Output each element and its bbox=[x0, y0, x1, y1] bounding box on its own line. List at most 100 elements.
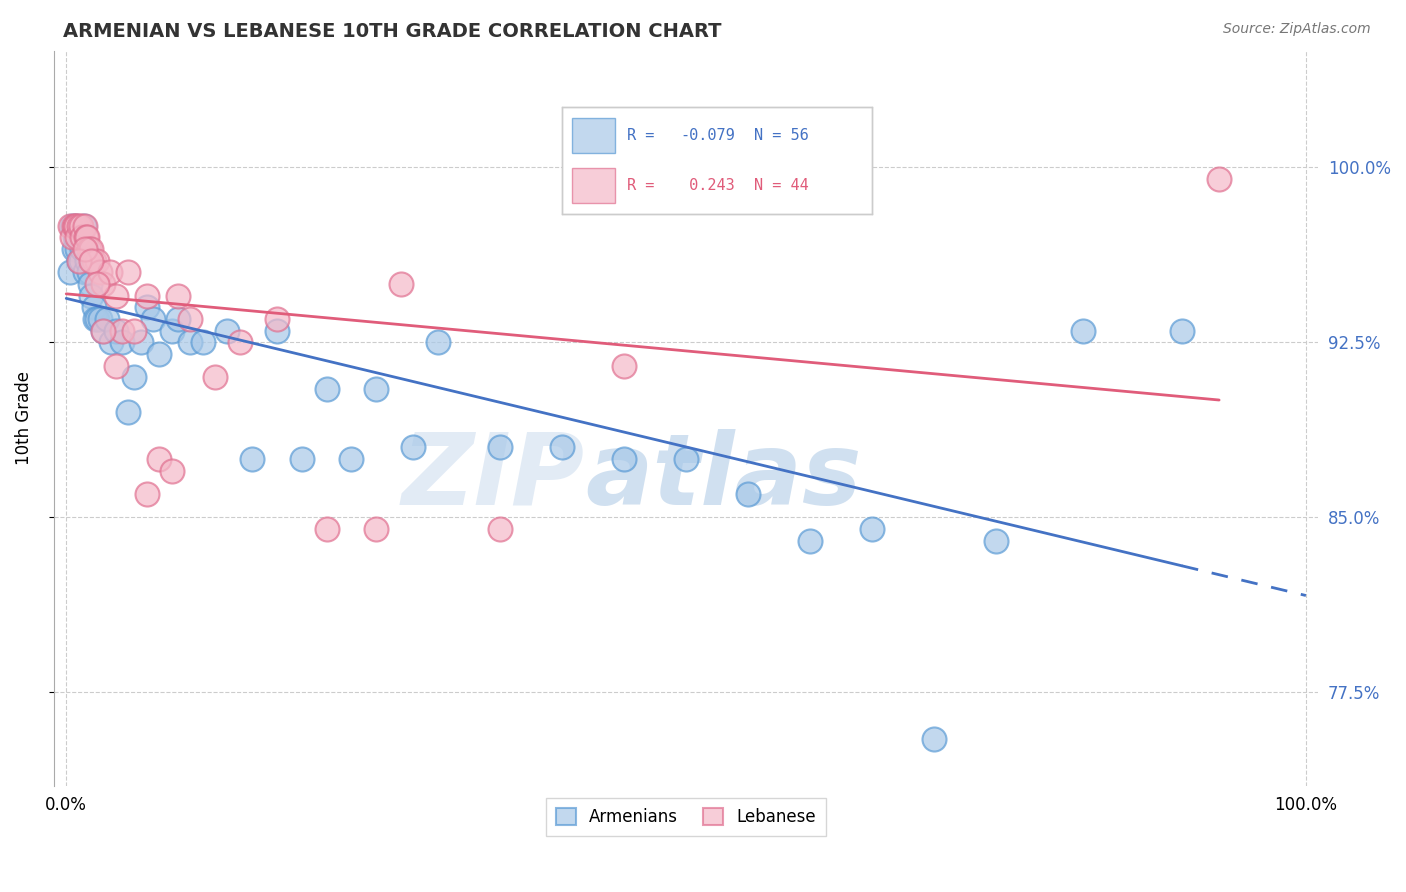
Point bbox=[72, 242, 94, 256]
Point bbox=[93, 324, 115, 338]
Text: 0.243: 0.243 bbox=[681, 178, 735, 194]
Point bbox=[93, 324, 115, 338]
Point bbox=[70, 219, 93, 233]
Point bbox=[489, 441, 512, 455]
Point bbox=[79, 277, 101, 291]
Point bbox=[124, 370, 146, 384]
Point bbox=[63, 219, 86, 233]
Point bbox=[73, 265, 96, 279]
Point bbox=[89, 265, 111, 279]
Point bbox=[191, 335, 214, 350]
Text: R =: R = bbox=[627, 128, 664, 143]
Point bbox=[80, 253, 103, 268]
Point bbox=[77, 242, 100, 256]
Point bbox=[166, 312, 188, 326]
Point bbox=[675, 452, 697, 467]
Point bbox=[117, 265, 139, 279]
Point bbox=[98, 265, 121, 279]
Point bbox=[613, 452, 636, 467]
Point bbox=[266, 324, 288, 338]
Point bbox=[179, 335, 201, 350]
Point bbox=[117, 405, 139, 419]
Point bbox=[135, 487, 157, 501]
Point bbox=[83, 312, 105, 326]
Text: N = 44: N = 44 bbox=[754, 178, 808, 194]
Point bbox=[148, 347, 170, 361]
Point bbox=[73, 219, 96, 233]
Point bbox=[291, 452, 314, 467]
Point bbox=[67, 219, 90, 233]
Point bbox=[86, 277, 108, 291]
Point bbox=[104, 289, 127, 303]
Point bbox=[72, 230, 94, 244]
Point bbox=[240, 452, 263, 467]
Text: R =: R = bbox=[627, 178, 664, 194]
FancyBboxPatch shape bbox=[572, 118, 614, 153]
Point bbox=[100, 335, 122, 350]
Point bbox=[148, 452, 170, 467]
Point bbox=[65, 219, 87, 233]
Point bbox=[70, 253, 93, 268]
Point bbox=[984, 533, 1007, 548]
Point bbox=[111, 335, 134, 350]
Point bbox=[204, 370, 226, 384]
Point bbox=[799, 533, 821, 548]
Point bbox=[77, 265, 100, 279]
Point bbox=[860, 522, 883, 536]
Point bbox=[67, 253, 90, 268]
Point bbox=[179, 312, 201, 326]
Point bbox=[315, 382, 337, 396]
Point bbox=[135, 289, 157, 303]
Point bbox=[76, 253, 98, 268]
Point bbox=[160, 464, 183, 478]
Point bbox=[489, 522, 512, 536]
Point bbox=[402, 441, 425, 455]
Point bbox=[83, 301, 105, 315]
Point bbox=[366, 522, 388, 536]
Point bbox=[340, 452, 363, 467]
Text: Source: ZipAtlas.com: Source: ZipAtlas.com bbox=[1223, 22, 1371, 37]
Point bbox=[142, 312, 165, 326]
Point bbox=[75, 230, 97, 244]
Point bbox=[96, 312, 118, 326]
Text: -0.079: -0.079 bbox=[681, 128, 735, 143]
Point bbox=[366, 382, 388, 396]
Point bbox=[69, 230, 91, 244]
Point bbox=[86, 312, 108, 326]
Point bbox=[217, 324, 239, 338]
Point bbox=[59, 265, 82, 279]
Point bbox=[72, 219, 94, 233]
Legend: Armenians, Lebanese: Armenians, Lebanese bbox=[546, 798, 827, 837]
Point bbox=[229, 335, 252, 350]
Point bbox=[427, 335, 450, 350]
Point bbox=[613, 359, 636, 373]
Y-axis label: 10th Grade: 10th Grade bbox=[15, 371, 32, 466]
Point bbox=[66, 242, 89, 256]
Point bbox=[89, 312, 111, 326]
Point bbox=[104, 324, 127, 338]
Point bbox=[315, 522, 337, 536]
Text: ZIP: ZIP bbox=[402, 428, 585, 525]
Point bbox=[737, 487, 759, 501]
Point bbox=[62, 242, 84, 256]
Point bbox=[67, 253, 90, 268]
Point bbox=[104, 359, 127, 373]
Point bbox=[266, 312, 288, 326]
Text: atlas: atlas bbox=[585, 428, 862, 525]
Point bbox=[62, 219, 84, 233]
Point bbox=[1208, 172, 1230, 186]
Text: N = 56: N = 56 bbox=[754, 128, 808, 143]
Point bbox=[80, 242, 103, 256]
Point bbox=[160, 324, 183, 338]
Point bbox=[124, 324, 146, 338]
Point bbox=[389, 277, 412, 291]
Point bbox=[86, 253, 108, 268]
Point bbox=[1171, 324, 1194, 338]
Text: ARMENIAN VS LEBANESE 10TH GRADE CORRELATION CHART: ARMENIAN VS LEBANESE 10TH GRADE CORRELAT… bbox=[63, 22, 721, 41]
Point bbox=[135, 301, 157, 315]
Point bbox=[1071, 324, 1094, 338]
Point bbox=[59, 219, 82, 233]
Point bbox=[66, 230, 89, 244]
Point bbox=[551, 441, 574, 455]
Point bbox=[80, 289, 103, 303]
